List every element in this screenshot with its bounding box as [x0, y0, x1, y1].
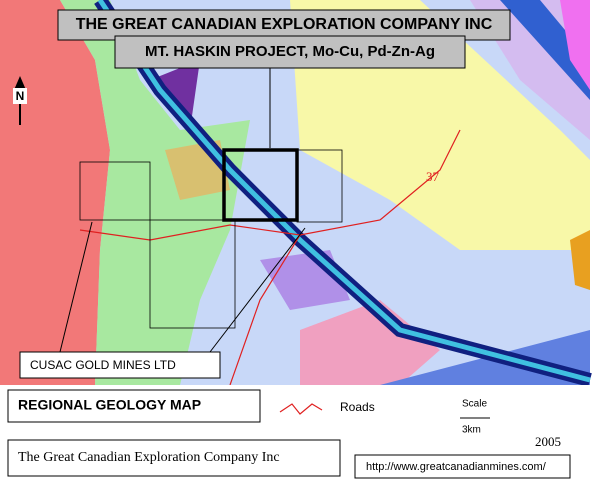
geology-map: 37 N THE GREAT CANADIAN EXPLORATION COMP…	[0, 0, 592, 387]
scale-distance: 3km	[462, 425, 481, 436]
river-light	[97, 0, 591, 383]
legend-road-line	[279, 403, 323, 415]
legend-title-box	[7, 389, 261, 423]
url-box	[354, 454, 571, 479]
road-number: 37	[426, 169, 440, 184]
project-box	[222, 148, 299, 222]
unit-salmon	[0, 0, 110, 385]
unit-magenta	[560, 0, 590, 90]
pointer	[209, 227, 306, 353]
unit-blue	[500, 0, 590, 100]
project-title: MT. HASKIN PROJECT, Mo-Cu, Pd-Zn-Ag	[145, 43, 435, 60]
scale-label: Scale	[462, 399, 487, 410]
project-banner	[114, 35, 466, 69]
legend-title: REGIONAL GEOLOGY MAP	[18, 397, 201, 413]
north-arrow-head	[14, 76, 26, 90]
footer-box	[7, 439, 341, 477]
claim-label: CUSAC GOLD MINES LTD	[30, 358, 176, 372]
pointer	[59, 221, 93, 353]
claim-box	[79, 161, 151, 221]
north-label: N	[16, 89, 25, 103]
footer-company: The Great Canadian Exploration Company I…	[18, 450, 280, 465]
map-year: 2005	[535, 434, 561, 449]
unit-green	[60, 0, 250, 385]
claim-box	[149, 219, 236, 329]
unit-pink	[300, 300, 440, 385]
road	[229, 234, 301, 386]
company-banner	[57, 9, 511, 41]
legend-roads: Roads	[340, 400, 375, 414]
unit-orange	[570, 230, 590, 290]
footer-url[interactable]: http://www.greatcanadianmines.com/	[366, 461, 547, 473]
north-label-box	[13, 88, 27, 104]
company-title: THE GREAT CANADIAN EXPLORATION COMPANY I…	[76, 16, 493, 33]
claim-label-box	[19, 351, 221, 379]
